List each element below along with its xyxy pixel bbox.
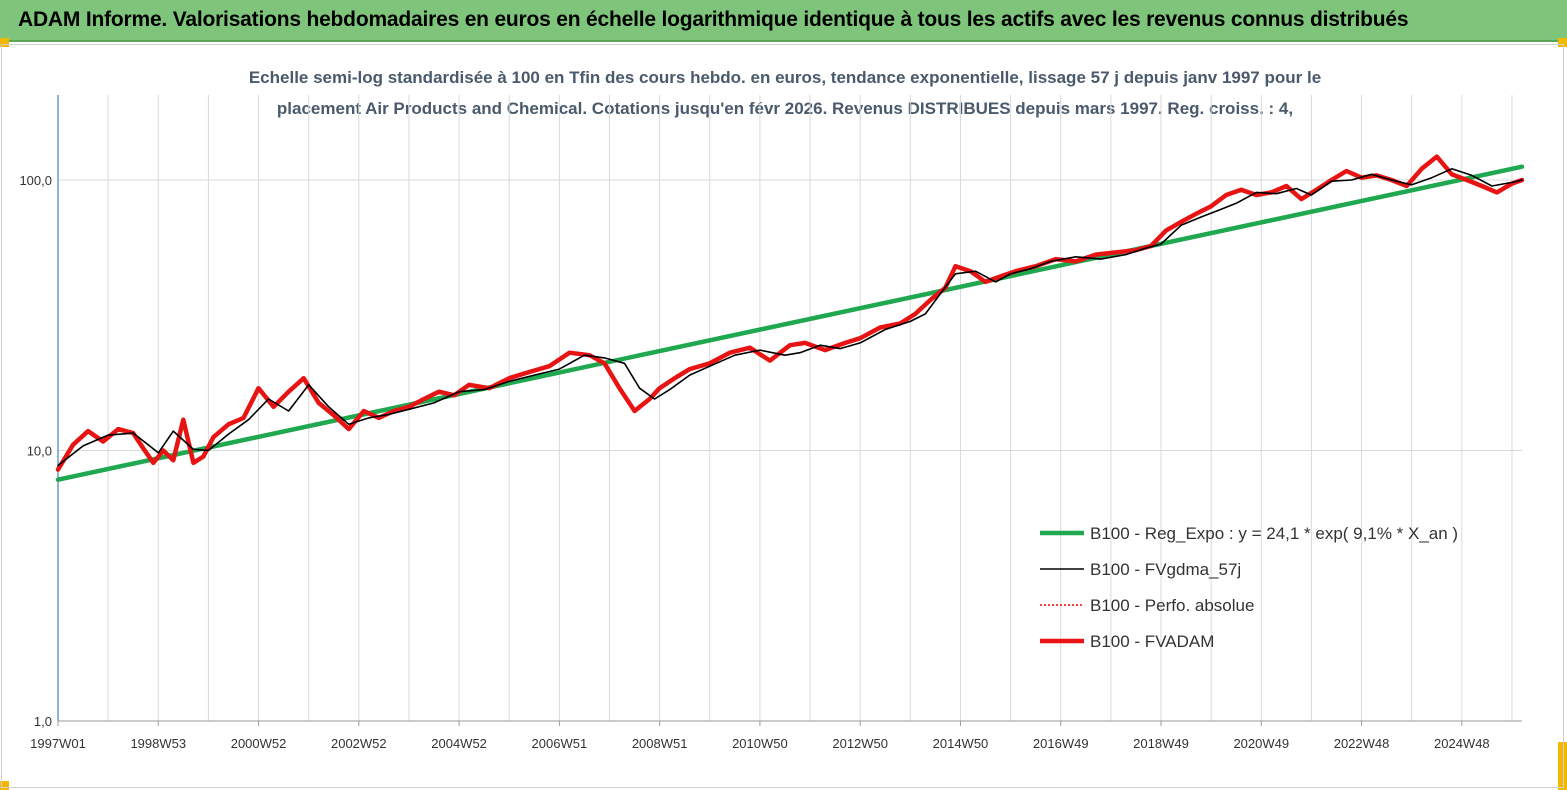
- y-tick-label: 10,0: [27, 444, 52, 459]
- legend-label: B100 - Perfo. absolue: [1090, 596, 1254, 615]
- series-line-4: [55, 154, 1525, 472]
- x-tick-label: 2012W50: [832, 736, 888, 751]
- x-tick-label: 1997W01: [30, 736, 86, 751]
- y-tick-label: 1,0: [34, 714, 52, 729]
- corner-marker-top-right: [1558, 38, 1567, 47]
- x-tick-label: 2014W50: [933, 736, 989, 751]
- x-tick-label: 2022W48: [1334, 736, 1390, 751]
- legend: B100 - Reg_Expo : y = 24,1 * exp( 9,1% *…: [1040, 524, 1458, 651]
- page-title: ADAM Informe. Valorisations hebdomadaire…: [18, 8, 1409, 31]
- chart-frame: [1, 44, 1564, 788]
- x-tick-label: 2008W51: [632, 736, 688, 751]
- x-tick-label: 2016W49: [1033, 736, 1089, 751]
- series-line-1: [55, 164, 1525, 482]
- legend-label: B100 - FVgdma_57j: [1090, 560, 1241, 579]
- axes: 1,0 10,0 100,0 1997W01 1998W53 2000W52 2002W52…: [19, 95, 1522, 751]
- corner-marker-top-left: [0, 38, 9, 47]
- x-tick-label: 2006W51: [532, 736, 588, 751]
- header-banner: ADAM Informe. Valorisations hebdomadaire…: [0, 0, 1567, 42]
- series-lines: [55, 154, 1525, 482]
- chart-title-line-1: Echelle semi-log standardisée à 100 en T…: [248, 68, 1322, 87]
- x-tick-label: 2002W52: [331, 736, 387, 751]
- x-tick-label: 2020W49: [1233, 736, 1289, 751]
- series-line-2: [57, 168, 1523, 467]
- corner-marker-bottom-left: [0, 781, 9, 790]
- x-tick-label: 2010W50: [732, 736, 788, 751]
- x-tick-label: 2000W52: [231, 736, 287, 751]
- grid-lines: [57, 95, 1522, 722]
- legend-label: B100 - Reg_Expo : y = 24,1 * exp( 9,1% *…: [1090, 524, 1458, 543]
- corner-marker-bottom-right: [1558, 742, 1567, 790]
- y-tick-label: 100,0: [19, 173, 52, 188]
- chart-title-line-2: placement Air Products and Chemical. Cot…: [276, 99, 1294, 118]
- x-tick-label: 2004W52: [431, 736, 487, 751]
- legend-label: B100 - FVADAM: [1090, 632, 1214, 651]
- x-tick-label: 2018W49: [1133, 736, 1189, 751]
- x-tick-label: 1998W53: [130, 736, 186, 751]
- x-tick-label: 2024W48: [1434, 736, 1490, 751]
